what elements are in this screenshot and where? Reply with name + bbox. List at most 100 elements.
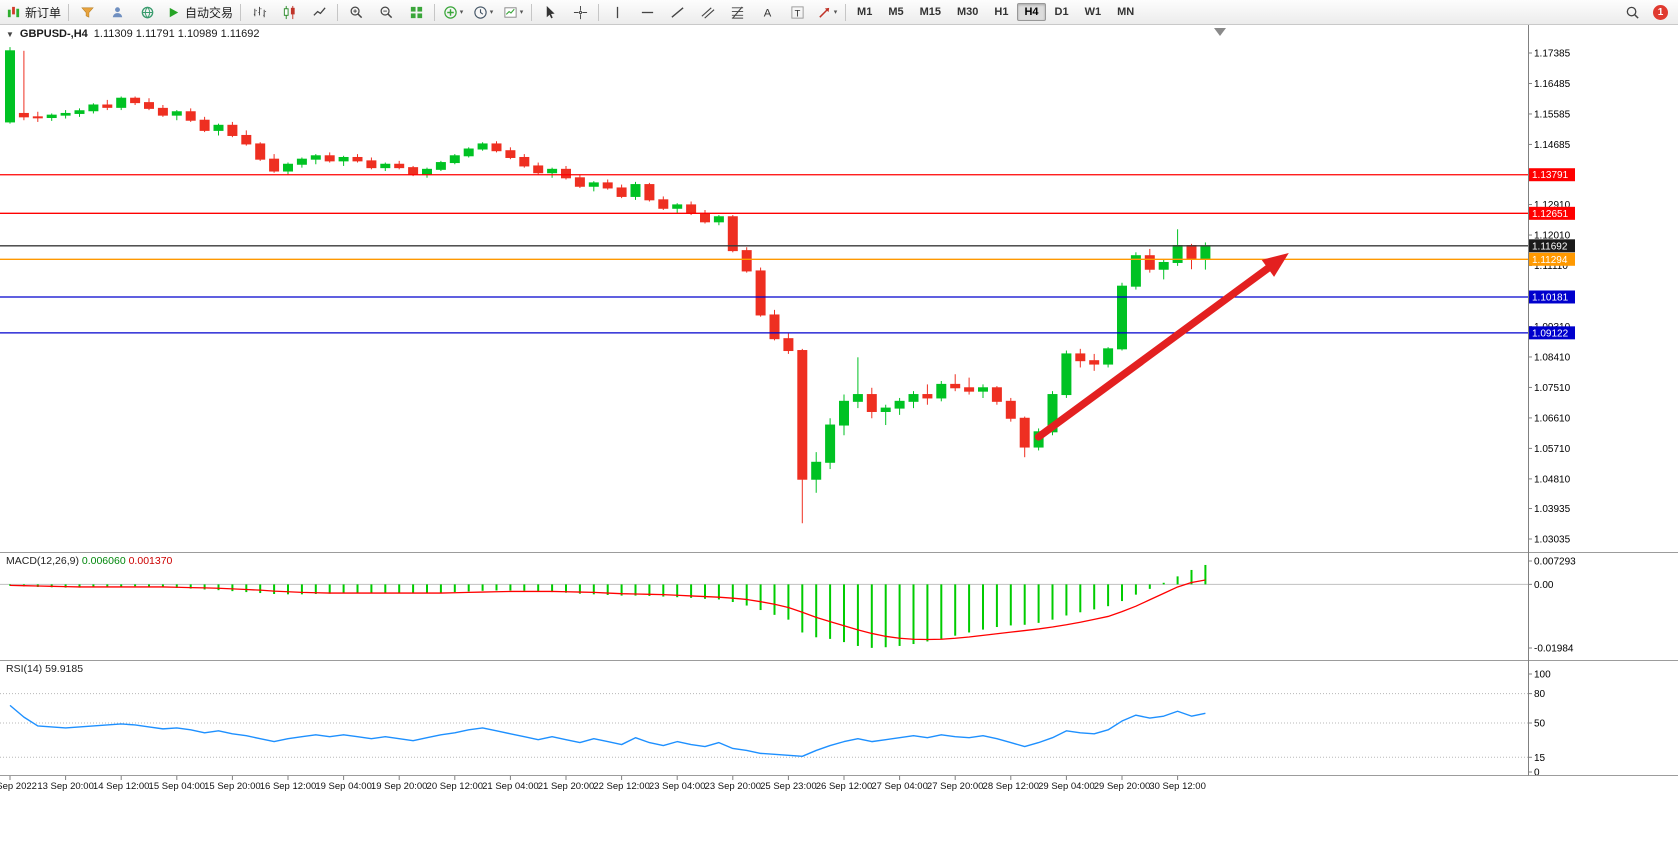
toolbar: 新订单 自动交易 ▾ ▾ ▾ A T ▾ M1 M5 M15 M30 H1 H4 D1 W1 MN 1	[0, 0, 1678, 25]
support-line-1-tag	[1529, 290, 1575, 304]
zoom-in-button[interactable]	[341, 1, 371, 23]
text-button[interactable]: A	[752, 1, 782, 23]
templates-button[interactable]: ▾	[498, 1, 528, 23]
periods-button[interactable]: ▾	[468, 1, 498, 23]
line-chart-button[interactable]	[304, 1, 334, 23]
timeframe-h4-button[interactable]: H4	[1017, 3, 1046, 21]
current-price-line[interactable]: 1.11692	[0, 239, 1575, 253]
svg-text:28 Sep 12:00: 28 Sep 12:00	[983, 781, 1040, 792]
search-button[interactable]	[1617, 1, 1647, 23]
svg-text:26 Sep 12:00: 26 Sep 12:00	[816, 781, 873, 792]
tile-windows-button[interactable]	[401, 1, 431, 23]
vertical-line-button[interactable]	[602, 1, 632, 23]
svg-text:A: A	[763, 7, 771, 19]
svg-text:22 Sep 12:00: 22 Sep 12:00	[593, 781, 650, 792]
textA-icon: A	[760, 5, 775, 20]
vline-icon	[610, 5, 625, 20]
svg-text:1.03935: 1.03935	[1534, 504, 1571, 515]
line-icon	[312, 5, 327, 20]
crosshair-button[interactable]	[565, 1, 595, 23]
svg-text:13 Sep 20:00: 13 Sep 20:00	[37, 781, 94, 792]
textT-icon: T	[790, 5, 805, 20]
svg-text:29 Sep 20:00: 29 Sep 20:00	[1094, 781, 1151, 792]
svg-text:27 Sep 04:00: 27 Sep 04:00	[871, 781, 928, 792]
chevron-down-icon: ▾	[459, 9, 464, 16]
toolbar-separator	[434, 3, 436, 21]
macd-signal-line	[9, 579, 1206, 641]
timeframe-m30-button[interactable]: M30	[957, 6, 979, 18]
toolbar-separator	[240, 3, 242, 21]
globe-icon	[140, 5, 155, 20]
timeframe-d1-button[interactable]: D1	[1054, 6, 1069, 18]
svg-text:1.07510: 1.07510	[1534, 383, 1571, 394]
svg-text:19 Sep 04:00: 19 Sep 04:00	[315, 781, 372, 792]
svg-text:1.06610: 1.06610	[1534, 413, 1571, 424]
new-order-button-label: 新订单	[25, 5, 62, 20]
grid-icon	[409, 5, 424, 20]
fibonacci-button[interactable]	[722, 1, 752, 23]
timeframe-mn-button[interactable]: MN	[1117, 6, 1135, 18]
template-icon	[503, 5, 518, 20]
zoom-out-button[interactable]	[371, 1, 401, 23]
svg-text:1.11110: 1.11110	[1534, 261, 1568, 272]
bar-chart-button[interactable]	[244, 1, 274, 23]
timeframe-m1-button[interactable]: M1	[857, 6, 873, 18]
community-button[interactable]	[132, 1, 162, 23]
support-line-2[interactable]: 1.09122	[0, 326, 1575, 340]
chevron-down-icon: ▾	[519, 9, 524, 16]
svg-text:15 Sep 20:00: 15 Sep 20:00	[204, 781, 261, 792]
indicator-icon	[443, 5, 458, 20]
macd-panel: 0.007293 0.00 -0.01984	[0, 557, 1576, 655]
svg-text:0.007293: 0.007293	[1534, 557, 1576, 568]
tline-icon	[670, 5, 685, 20]
resistance-line-1-tag	[1529, 168, 1575, 182]
svg-text:T: T	[794, 8, 800, 18]
svg-text:16 Sep 12:00: 16 Sep 12:00	[260, 781, 317, 792]
equidistant-channel-button[interactable]	[692, 1, 722, 23]
svg-text:80: 80	[1534, 689, 1546, 700]
horizontal-line-button[interactable]	[632, 1, 662, 23]
timeframe-h1-button[interactable]: H1	[994, 6, 1009, 18]
indicators-button[interactable]: ▾	[438, 1, 468, 23]
toolbar-buttons: 新订单 自动交易 ▾ ▾ ▾ A T ▾ M1 M5 M15 M30 H1 H4 D1 W1 MN	[2, 0, 1142, 24]
timeframe-w1-button[interactable]: W1	[1084, 6, 1102, 18]
timeframe-m15-button[interactable]: M15	[919, 6, 941, 18]
support-line-1[interactable]: 1.10181	[0, 290, 1575, 304]
svg-text:23 Sep 20:00: 23 Sep 20:00	[705, 781, 762, 792]
svg-text:14 Sep 12:00: 14 Sep 12:00	[93, 781, 150, 792]
resistance-line-1[interactable]: 1.13791	[0, 168, 1575, 182]
toolbar-separator	[68, 3, 70, 21]
trendline-button[interactable]	[662, 1, 692, 23]
candlestick-chart-button[interactable]	[274, 1, 304, 23]
user-icon	[110, 5, 125, 20]
toolbar-separator	[337, 3, 339, 21]
chart-profile-button[interactable]	[72, 1, 102, 23]
text-label-button[interactable]: T	[782, 1, 812, 23]
svg-text:50: 50	[1534, 719, 1546, 730]
orange-level-line-tag	[1529, 252, 1575, 266]
cursor-icon	[543, 5, 558, 20]
svg-text:1.12910: 1.12910	[1534, 200, 1571, 211]
chart-shift-marker[interactable]	[1214, 28, 1226, 36]
svg-text:20 Sep 12:00: 20 Sep 12:00	[427, 781, 484, 792]
trend-arrow[interactable]	[1034, 252, 1289, 441]
svg-text:1.11692: 1.11692	[1532, 241, 1568, 252]
svg-text:21 Sep 20:00: 21 Sep 20:00	[538, 781, 595, 792]
cursor-button[interactable]	[535, 1, 565, 23]
resistance-line-2[interactable]: 1.12651	[0, 206, 1575, 220]
auto-trading-button[interactable]: 自动交易	[162, 1, 237, 23]
svg-text:29 Sep 04:00: 29 Sep 04:00	[1038, 781, 1095, 792]
arrows-button[interactable]: ▾	[812, 1, 842, 23]
candlestick-series	[5, 47, 1211, 524]
accounts-button[interactable]	[102, 1, 132, 23]
notification-badge[interactable]: 1	[1653, 4, 1668, 20]
new-order-button[interactable]: 新订单	[2, 1, 65, 23]
candles-icon	[282, 5, 297, 20]
timeframe-m5-button[interactable]: M5	[888, 6, 904, 18]
svg-text:1.12010: 1.12010	[1534, 231, 1571, 242]
chevron-down-icon: ▾	[833, 9, 838, 16]
svg-text:1.14685: 1.14685	[1534, 140, 1571, 151]
